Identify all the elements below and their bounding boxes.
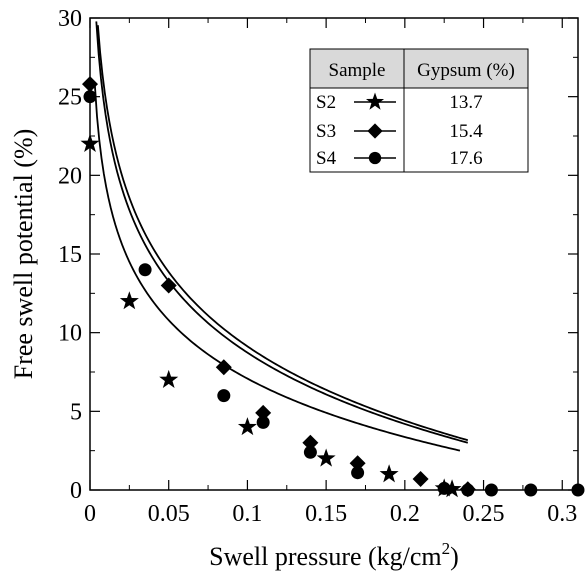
legend-marker-s3 <box>367 123 383 139</box>
data-point-s3 <box>412 470 429 487</box>
y-tick-label: 25 <box>58 85 82 111</box>
legend-gypsum-s4: 17.6 <box>449 148 482 169</box>
x-axis-label: Swell pressure (kg/cm2) <box>209 539 459 571</box>
x-tick-label: 0.15 <box>305 501 347 527</box>
y-axis-label: Free swell potential (%) <box>9 129 38 380</box>
data-point-s4 <box>351 466 365 480</box>
data-point-s3 <box>215 359 232 376</box>
legend-marker-s4 <box>368 151 382 165</box>
fit-curve-s2 <box>93 83 461 452</box>
legend-header-bg <box>309 48 529 89</box>
legend-markers <box>365 92 385 165</box>
axis-ticks: 0 0.05 0.1 0.15 0.2 0.25 0.3 0 5 10 15 20 25 30 <box>58 6 578 527</box>
data-point-s2 <box>442 479 462 498</box>
data-point-s3 <box>255 404 272 421</box>
data-point-s4 <box>138 263 152 277</box>
x-tick-label: 0.1 <box>232 501 262 527</box>
data-point-s4 <box>217 389 231 403</box>
x-tick-label: 0 <box>84 501 96 527</box>
legend-marker-s2 <box>365 92 385 110</box>
data-point-s3 <box>349 455 366 472</box>
x-tick-label: 0.2 <box>390 501 420 527</box>
legend-sample-s3: S3 <box>316 121 336 142</box>
legend-gypsum-s2: 13.7 <box>449 92 482 113</box>
legend-table: Sample Gypsum (%) S2 S3 S4 13.7 15.4 17.… <box>309 48 529 173</box>
legend-sample-s4: S4 <box>316 148 337 169</box>
data-point-s2 <box>237 417 257 436</box>
y-tick-label: 30 <box>58 6 82 32</box>
fit-curve-s3 <box>96 25 469 442</box>
legend-sample-s2: S2 <box>316 92 336 113</box>
y-tick-label: 15 <box>58 242 82 268</box>
y-tick-label: 5 <box>70 399 82 425</box>
data-point-s2 <box>316 448 336 467</box>
legend-gypsum-s3: 15.4 <box>449 121 483 142</box>
y-tick-label: 0 <box>70 478 82 504</box>
y-tick-label: 10 <box>58 321 82 347</box>
data-point-s3 <box>302 434 319 451</box>
x-tick-label: 0.25 <box>463 501 505 527</box>
x-tick-label: 0.3 <box>547 501 577 527</box>
legend-header-gypsum: Gypsum (%) <box>417 60 515 81</box>
data-point-s2 <box>159 369 179 388</box>
data-point-s4 <box>303 445 317 459</box>
data-point-s4 <box>256 415 270 429</box>
fit-curve-s4 <box>95 21 469 444</box>
y-tick-label: 20 <box>58 163 82 189</box>
legend-header-sample: Sample <box>329 60 386 81</box>
fit-curves <box>93 21 469 452</box>
data-point-s2 <box>379 464 399 483</box>
data-point-s2 <box>119 291 139 310</box>
x-tick-label: 0.05 <box>148 501 190 527</box>
data-point-s3 <box>160 277 177 294</box>
